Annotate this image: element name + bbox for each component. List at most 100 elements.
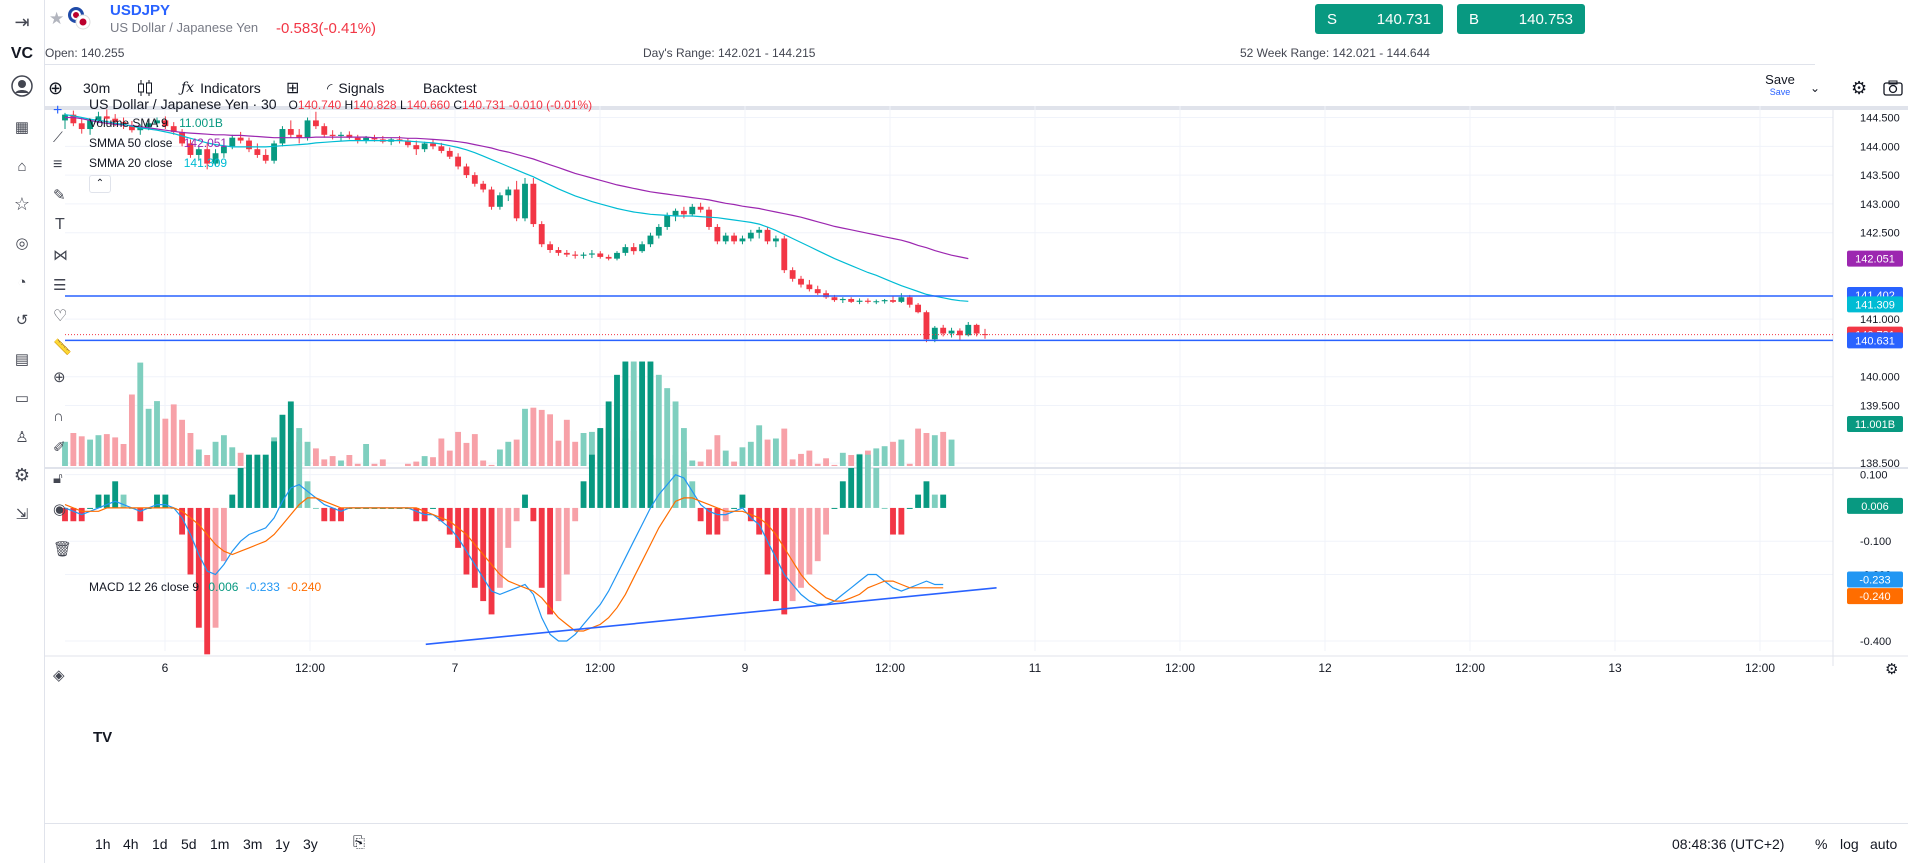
save-dropdown-chevron-icon[interactable]: ⌄: [1810, 81, 1821, 95]
templates-icon[interactable]: ⊞: [286, 80, 300, 97]
signals-button[interactable]: ◜ Signals: [327, 76, 384, 100]
crosshair-icon[interactable]: +: [53, 102, 63, 119]
candle-body: [814, 289, 821, 294]
candle-body: [563, 252, 570, 255]
sell-button[interactable]: S 140.731: [1315, 4, 1443, 34]
legend-title: US Dollar / Japanese Yen · 30: [89, 96, 277, 112]
trash-icon[interactable]: 🗑︎: [53, 541, 73, 558]
timeframe-button[interactable]: 3m: [243, 836, 263, 852]
auto-toggle[interactable]: auto: [1870, 836, 1898, 852]
indicators-button[interactable]: ƒx Indicators: [181, 76, 261, 100]
volume-bar: [179, 419, 186, 466]
clock-display[interactable]: 08:48:36 (UTC+2): [1672, 836, 1785, 852]
legend-close: 140.731: [462, 98, 506, 112]
eye-icon[interactable]: ◉: [53, 501, 67, 518]
bank-icon[interactable]: ⌂: [17, 157, 27, 175]
candle-body: [162, 120, 169, 127]
macd-histogram-bar: [680, 428, 687, 508]
macd-histogram-bar: [95, 494, 102, 508]
candle-body: [296, 134, 303, 138]
settings-icon[interactable]: ⚙: [1851, 77, 1868, 98]
macd-histogram-bar: [906, 507, 913, 509]
volume-bar: [446, 450, 453, 466]
document-icon[interactable]: ▤: [14, 351, 30, 368]
time-tick-label: 13: [1608, 661, 1622, 675]
macd-axis-label-bg: [1847, 497, 1903, 514]
volume-bar: [706, 449, 712, 466]
account-icon[interactable]: ♙: [15, 429, 29, 446]
percent-toggle[interactable]: %: [1815, 836, 1828, 852]
backtest-button[interactable]: Backtest: [423, 80, 477, 96]
price-axis-label-bg: [1847, 416, 1903, 432]
trendline-tool-icon[interactable]: ⟋: [53, 129, 63, 145]
lock-icon[interactable]: 🔓︎: [53, 470, 63, 487]
candle-body: [982, 334, 988, 336]
time-tick-label: 12:00: [1745, 661, 1775, 675]
timeframe-button[interactable]: 1d: [152, 836, 168, 852]
logout-icon[interactable]: ⇲: [15, 506, 29, 523]
brush-tool-icon[interactable]: ✎: [53, 187, 66, 204]
axis-settings-icon[interactable]: ⚙: [1885, 660, 1898, 678]
macd-histogram-bar: [873, 468, 880, 508]
macd-histogram-bar: [580, 481, 587, 508]
volume-bar: [212, 441, 219, 466]
macd-histogram-bar: [798, 507, 804, 588]
chart-area[interactable]: 144.500 144.000 143.500 143.000 142.500 141.0…: [45, 96, 1908, 821]
buy-button[interactable]: B 140.753: [1457, 4, 1585, 34]
ruler-icon[interactable]: 📏: [53, 339, 72, 356]
pie-icon[interactable]: ◔: [17, 273, 27, 291]
macd-histogram-bar: [463, 507, 470, 575]
collapse-arrow-icon[interactable]: ⇥: [14, 11, 30, 32]
volume-bar: [538, 409, 545, 466]
save-button[interactable]: Save Save: [1755, 72, 1805, 97]
candle-body: [346, 134, 353, 138]
grid-icon[interactable]: ▦: [14, 119, 30, 136]
pencil-lock-icon[interactable]: ✐: [53, 439, 66, 456]
favorite-star-icon[interactable]: ★: [49, 9, 65, 28]
volume-bar: [137, 362, 144, 466]
add-symbol-icon[interactable]: ⊕: [48, 77, 64, 98]
forecast-tool-icon[interactable]: ☰: [53, 277, 67, 294]
price-axis-label-bg: [1847, 332, 1903, 349]
zoom-in-icon[interactable]: ⊕: [53, 369, 66, 386]
candle-body: [312, 120, 319, 127]
wallet-icon[interactable]: ▭: [14, 390, 30, 407]
user-icon[interactable]: [8, 72, 36, 100]
macd-histogram-bar: [279, 414, 286, 508]
history-icon[interactable]: ↺: [15, 312, 29, 329]
volume-bar: [154, 401, 160, 466]
symbol-ticker[interactable]: USDJPY: [110, 2, 171, 19]
settings-icon[interactable]: ⚙: [13, 464, 31, 485]
text-tool-icon[interactable]: T: [55, 216, 65, 233]
candle-body: [647, 235, 654, 245]
timeframe-button[interactable]: 1h: [95, 836, 111, 852]
macd-histogram-bar: [179, 507, 186, 535]
person-icon[interactable]: ◎: [15, 235, 29, 252]
pattern-tool-icon[interactable]: ⋈: [53, 247, 68, 264]
log-toggle[interactable]: log: [1840, 836, 1859, 852]
timeframe-button[interactable]: 4h: [123, 836, 139, 852]
chart-canvas[interactable]: 144.500 144.000 143.500 143.000 142.500 141.0…: [45, 106, 1908, 821]
volume-bar: [697, 461, 704, 466]
timeframe-button[interactable]: 3y: [303, 836, 318, 852]
timeframe-button[interactable]: 1y: [275, 836, 290, 852]
fib-tool-icon[interactable]: ≡: [53, 156, 63, 173]
date-range-icon[interactable]: ⎘: [353, 834, 366, 851]
candle-body: [404, 140, 411, 146]
candle-body: [706, 209, 712, 227]
magnet-icon[interactable]: ∩: [53, 408, 64, 425]
collapse-legend-chevron-icon[interactable]: ⌃: [89, 175, 111, 193]
interval-button[interactable]: 30m: [83, 80, 111, 96]
macd-histogram-bar: [220, 507, 227, 562]
main-legend: US Dollar / Japanese Yen · 30 O140.740 H…: [89, 96, 592, 112]
layers-icon[interactable]: ◈: [53, 667, 65, 684]
camera-icon[interactable]: [1883, 76, 1903, 100]
volume-bar: [312, 448, 319, 466]
volume-bar: [195, 449, 202, 466]
candle-type-icon[interactable]: [137, 76, 153, 100]
heart-icon[interactable]: ♡: [53, 308, 68, 325]
timeframe-button[interactable]: 5d: [181, 836, 197, 852]
star-icon[interactable]: ☆: [13, 193, 31, 214]
timeframe-button[interactable]: 1m: [210, 836, 230, 852]
candle-body: [864, 300, 871, 302]
